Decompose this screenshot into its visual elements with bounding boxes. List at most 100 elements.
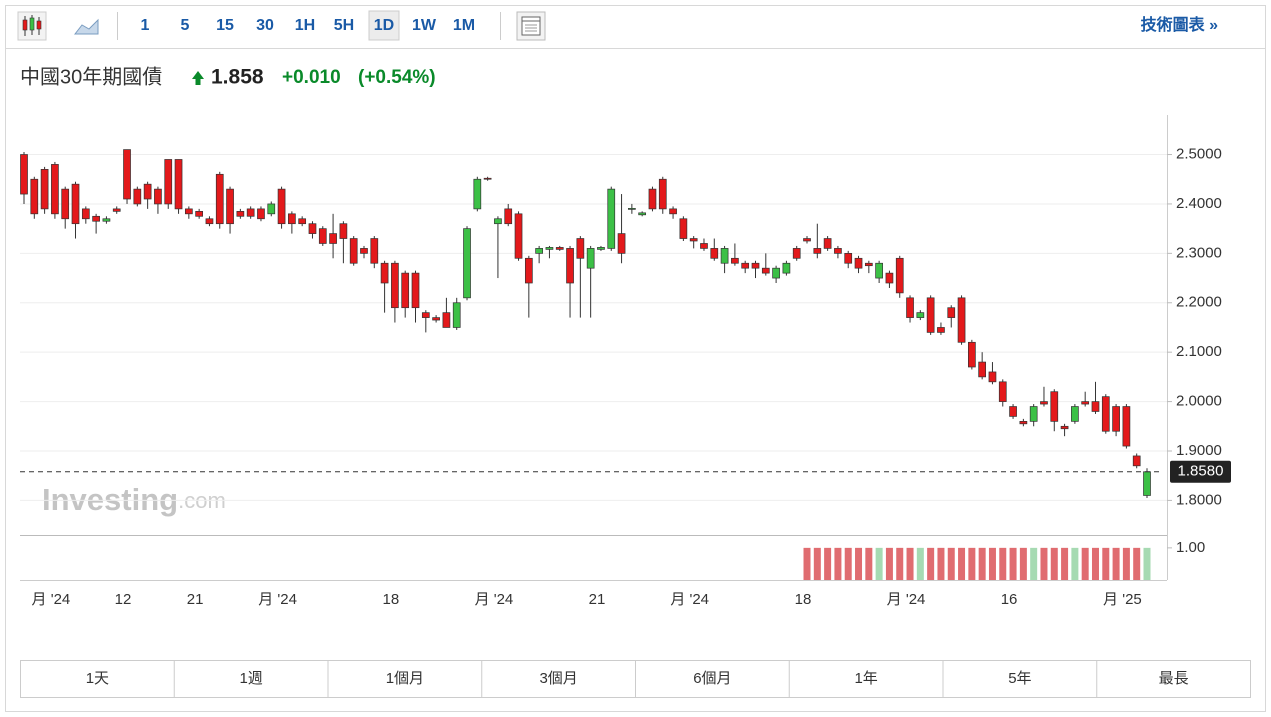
interval-button[interactable]: 1W xyxy=(412,17,437,34)
volume-bar xyxy=(906,547,914,580)
candle-icon[interactable] xyxy=(17,11,47,41)
x-tick-label: 21 xyxy=(589,591,606,608)
candle-body xyxy=(143,183,152,200)
candle-body xyxy=(123,149,131,200)
volume-bar xyxy=(1071,547,1079,580)
candle-body xyxy=(648,188,657,210)
candle-body xyxy=(566,248,574,284)
candle-body xyxy=(864,262,873,267)
candle-body xyxy=(1143,471,1151,496)
last-price: 1.858 xyxy=(211,66,264,89)
candle-body xyxy=(617,233,626,254)
candle-body xyxy=(205,218,214,225)
x-tick-label: 12 xyxy=(115,591,132,608)
range-button[interactable]: 1天 xyxy=(86,670,109,687)
candle-body xyxy=(154,188,162,205)
candle-body xyxy=(215,173,224,225)
range-button[interactable]: 1年 xyxy=(854,670,877,687)
y-tick-label: 2.5000 xyxy=(1176,145,1222,162)
candle-body xyxy=(957,297,966,343)
candle-body xyxy=(782,262,791,274)
volume-bar xyxy=(958,547,966,580)
candle-body xyxy=(61,188,70,220)
y-tick-label: 2.0000 xyxy=(1176,393,1222,410)
volume-bar xyxy=(927,547,935,580)
candle-body xyxy=(524,257,533,284)
candle-body xyxy=(195,211,203,217)
candle-body xyxy=(30,178,39,215)
candle-body xyxy=(638,212,647,216)
volume-bar xyxy=(1102,547,1110,580)
table-icon[interactable] xyxy=(516,11,546,41)
candle-body xyxy=(329,233,337,244)
volume-bar xyxy=(855,547,863,580)
interval-button[interactable]: 1 xyxy=(141,17,150,34)
volume-bar xyxy=(1081,547,1089,580)
volume-bar xyxy=(1122,547,1130,580)
volume-bar xyxy=(1112,547,1120,580)
volume-bar xyxy=(803,547,811,580)
candle-body xyxy=(906,297,914,318)
icon-sheet xyxy=(521,16,541,36)
x-tick-label: 月 '24 xyxy=(258,591,297,608)
range-button[interactable]: 3個月 xyxy=(539,670,577,687)
interval-button[interactable]: 1M xyxy=(453,17,475,34)
candle-body xyxy=(751,262,760,269)
y-tick-label: 2.1000 xyxy=(1176,343,1222,360)
candle-body xyxy=(885,272,894,284)
candle-body xyxy=(689,238,698,242)
last-price-label: 1.8580 xyxy=(1178,463,1224,480)
candle-body xyxy=(174,159,183,210)
range-button[interactable]: 1週 xyxy=(239,670,262,687)
candle-body xyxy=(494,218,502,225)
x-tick-label: 月 '24 xyxy=(32,591,71,608)
candle-body xyxy=(772,267,780,279)
volume-bar xyxy=(1061,547,1069,580)
interval-button[interactable]: 15 xyxy=(216,17,234,34)
candle-body xyxy=(504,208,513,225)
range-button[interactable]: 6個月 xyxy=(693,670,731,687)
candle-body xyxy=(1029,406,1038,422)
volume-bar xyxy=(844,547,852,580)
interval-button[interactable]: 5H xyxy=(334,17,354,34)
x-tick-label: 月 '25 xyxy=(1103,591,1142,608)
watermark-brand: Investing xyxy=(42,482,178,517)
candle-body xyxy=(731,257,739,264)
icon-body xyxy=(36,20,42,30)
candle-body xyxy=(236,211,245,217)
candle-body xyxy=(988,371,997,383)
icon-area xyxy=(73,18,99,35)
candle-body xyxy=(514,213,523,259)
candle-body xyxy=(586,248,595,269)
candle-body xyxy=(298,218,307,225)
candle-body xyxy=(834,248,842,254)
candle-body xyxy=(947,307,956,318)
interval-button[interactable]: 1D xyxy=(374,17,394,34)
candle-body xyxy=(607,188,616,249)
last-price-box xyxy=(1170,460,1231,483)
y-tick-label: 1.9000 xyxy=(1176,442,1222,459)
candle-body xyxy=(133,188,142,205)
range-button[interactable]: 5年 xyxy=(1008,670,1031,687)
candle-body xyxy=(576,238,585,259)
area-icon[interactable] xyxy=(73,18,99,35)
interval-button[interactable]: 5 xyxy=(181,17,190,34)
candle-body xyxy=(380,262,389,284)
x-tick-label: 18 xyxy=(795,591,812,608)
volume-bar xyxy=(978,547,986,580)
volume-bar xyxy=(813,547,821,580)
interval-button[interactable]: 30 xyxy=(256,17,274,34)
volume-bar xyxy=(865,547,873,580)
interval-button[interactable]: 1H xyxy=(295,17,315,34)
candle-body xyxy=(1132,455,1141,467)
candle-body xyxy=(937,327,945,333)
range-button[interactable]: 1個月 xyxy=(386,670,424,687)
candle-body xyxy=(360,248,368,254)
candle-body xyxy=(432,317,440,321)
range-button[interactable]: 最長 xyxy=(1159,670,1189,687)
volume-bar xyxy=(824,547,832,580)
x-tick-label: 月 '24 xyxy=(887,591,926,608)
candle-body xyxy=(246,208,255,217)
candle-body xyxy=(401,272,410,309)
tech-chart-link[interactable]: 技術圖表 » xyxy=(1141,15,1218,34)
